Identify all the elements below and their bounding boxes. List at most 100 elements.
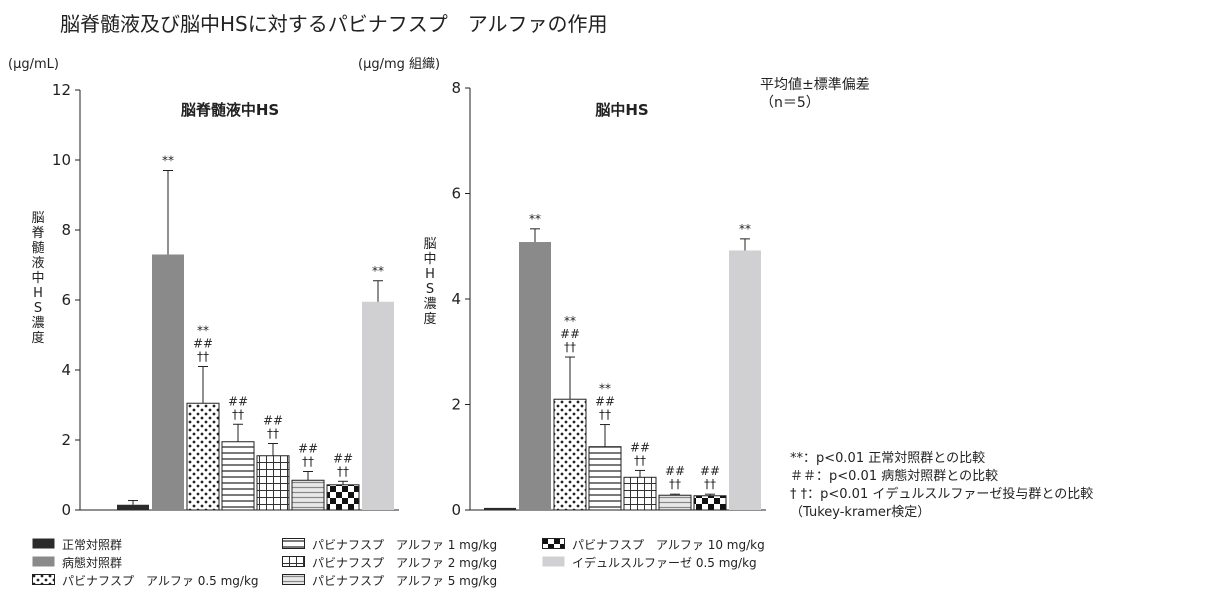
y-axis-label-char: S [426,282,434,297]
legend-label: 病態対照群 [62,555,123,570]
sig-note-idursulfase: † †：p<0.01 イデュルスルファーゼ投与群との比較 [790,487,1094,502]
legend-swatch [282,556,305,567]
chart-panel-1: (μg/mL)脳脊髄液中HS脳脊髄液中HS濃度024681012****##††… [8,57,399,519]
bar [693,495,727,511]
significance-annotation: †† [337,464,349,478]
bar [221,441,255,511]
significance-annotation: ** [564,314,576,328]
y-axis-label-char: H [33,286,43,301]
y-tick-label: 4 [61,361,71,379]
sig-note-normal: **：p<0.01 正常対照群との比較 [790,451,986,466]
panel-title: 脳脊髄液中HS [181,101,279,119]
legend-label: パビナフスプ アルファ 5 mg/kg [312,573,498,588]
panel-title: 脳中HS [595,101,648,119]
stats-note: 平均値±標準偏差 （n＝5） [760,76,870,112]
sig-note-disease: ＃＃：p<0.01 病態対照群との比較 [790,469,999,484]
bar [362,301,394,510]
y-tick-label: 2 [61,431,71,449]
significance-annotation: ## [193,337,213,351]
y-tick-label: 0 [61,501,71,519]
significance-annotation: ## [263,414,283,428]
bar [519,242,551,510]
significance-annotation: ## [630,440,650,454]
y-tick-label: 6 [451,185,461,203]
y-axis-label-char: 中 [423,252,436,267]
bar [588,446,622,511]
y-axis-label-char: S [34,301,42,316]
significance-annotation: †† [302,455,314,469]
sig-note-method: （Tukey-kramer検定） [790,505,931,520]
bar [623,476,657,511]
legend-label: パビナフスプ アルファ 10 mg/kg [572,537,765,552]
bar [658,494,692,511]
bar [553,398,587,511]
significance-annotation: ** [372,264,384,278]
significance-annotation: ## [333,451,353,465]
legend-item: 正常対照群 [32,535,122,553]
y-axis-label-char: 濃 [31,316,44,331]
significance-annotation: †† [564,340,576,354]
legend-swatch [542,538,565,549]
y-tick-label: 12 [52,81,71,99]
y-tick-label: 6 [61,291,71,309]
bar [186,402,220,511]
legend-swatch [32,556,55,567]
bar [484,507,516,510]
legend-swatch [282,574,305,585]
y-tick-label: 8 [61,221,71,239]
y-axis-label-char: 脳 [423,237,436,252]
significance-annotation: ## [560,327,580,341]
legend-swatch [282,538,305,549]
legend-item: パビナフスプ アルファ 1 mg/kg [282,535,497,553]
y-axis-label-char: 中 [31,271,44,286]
legend-swatch [32,574,55,585]
significance-annotation: †† [669,477,681,491]
bar [729,250,761,510]
stats-note-line: 平均値±標準偏差 [760,77,870,93]
significance-annotation: ## [228,394,248,408]
y-tick-label: 4 [451,290,461,308]
y-tick-label: 2 [451,396,461,414]
stats-note-line: （n＝5） [760,95,820,111]
legend-item: パビナフスプ アルファ 2 mg/kg [282,553,497,571]
y-axis-label-char: 液 [31,256,44,271]
legend-item: パビナフスプ アルファ 0.5 mg/kg [32,571,259,589]
y-tick-label: 8 [451,79,461,97]
significance-annotation: ** [599,382,611,396]
significance-annotation: †† [599,408,611,422]
significance-annotation: ** [162,154,174,168]
y-axis-label-char: 度 [31,330,44,346]
y-axis-label-char: 脳 [31,211,44,226]
legend-label: パビナフスプ アルファ 2 mg/kg [312,555,498,570]
significance-annotation: ## [665,464,685,478]
significance-annotation: ## [298,442,318,456]
y-axis-label-char: 濃 [423,297,436,312]
legend-item: イデュルスルファーゼ 0.5 mg/kg [542,553,757,571]
significance-annotation: ** [197,324,209,338]
legend-item: パビナフスプ アルファ 5 mg/kg [282,571,497,589]
y-axis-unit: (μg/mg 組織) [358,57,440,72]
y-axis-label-char: 髄 [31,241,44,256]
chart-main-title: 脳脊髄液及び脳中HSに対するパビナフスプ アルファの作用 [60,12,608,36]
legend-label: パビナフスプ アルファ 0.5 mg/kg [62,573,259,588]
legend-item: 病態対照群 [32,553,122,571]
y-axis-label-char: 脊 [31,226,44,241]
y-axis-label-char: 度 [423,311,436,327]
significance-annotation: †† [267,427,279,441]
legend-swatch [32,538,55,549]
significance-annotation: ## [700,464,720,478]
bar [291,479,325,511]
legend-label: 正常対照群 [62,537,123,552]
significance-annotation: †† [197,350,209,364]
bar [152,254,184,510]
legend-label: イデュルスルファーゼ 0.5 mg/kg [572,555,757,570]
chart-panel-2: (μg/mg 組織)脳中HS脳中HS濃度02468****##††**##††#… [358,57,766,519]
y-tick-label: 0 [451,501,461,519]
significance-annotation: †† [634,453,646,467]
y-axis-label-char: H [425,267,435,282]
significance-annotation: †† [232,407,244,421]
significance-annotation: †† [704,477,716,491]
